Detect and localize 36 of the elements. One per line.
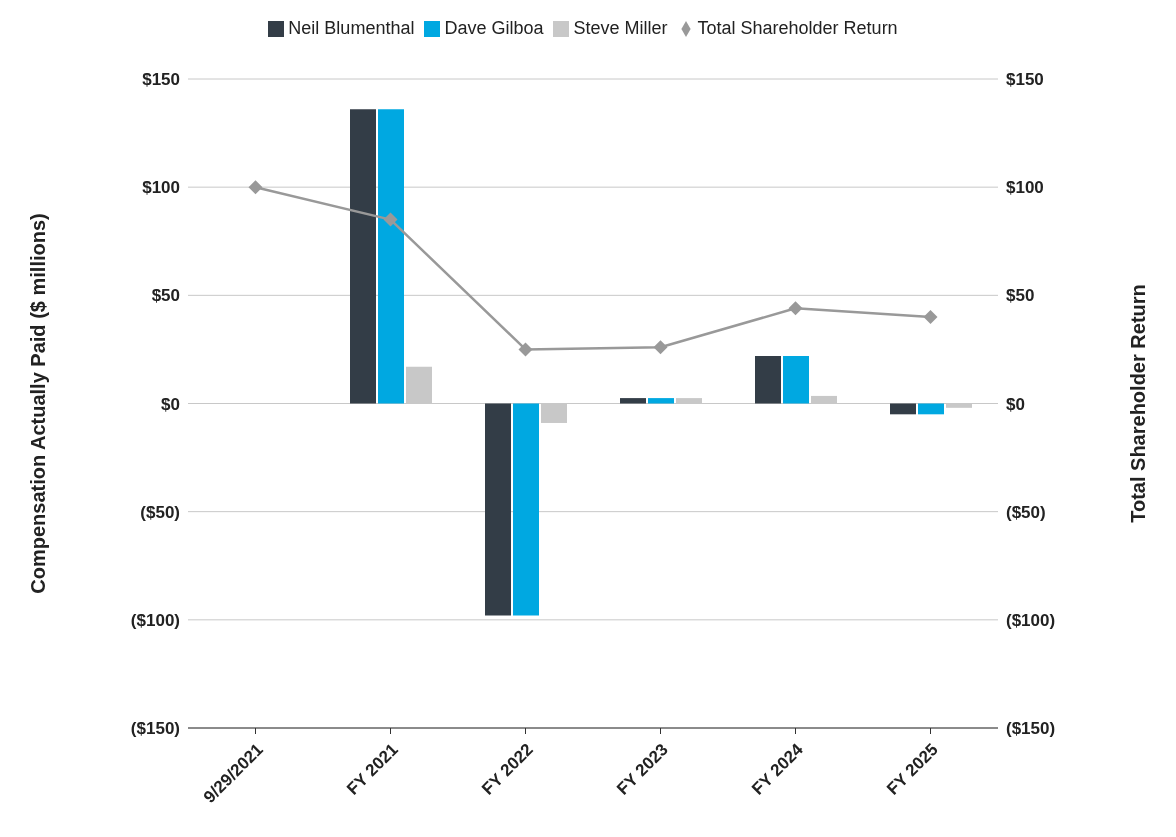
y2-tick-label: $50 — [1006, 286, 1035, 306]
bar — [620, 398, 646, 404]
legend-label: Neil Blumenthal — [288, 18, 415, 38]
y2-tick-label: ($50) — [1006, 502, 1046, 522]
point — [653, 340, 668, 355]
y-tick-label: ($150) — [130, 719, 180, 739]
y-tick-label: $150 — [142, 70, 180, 90]
y2-tick-label: $150 — [1006, 70, 1044, 90]
bar — [755, 355, 781, 404]
y-tick-label: $100 — [142, 178, 180, 198]
legend-label: Total Shareholder Return — [697, 18, 898, 38]
point — [923, 309, 938, 324]
y-axis-title: Compensation Actually Paid ($ millions) — [27, 213, 50, 594]
y2-tick-label: $100 — [1006, 178, 1044, 198]
bar — [350, 109, 376, 404]
y-tick-label: $0 — [161, 394, 180, 414]
y-tick-label: ($100) — [130, 610, 180, 630]
bar — [890, 403, 916, 415]
bar — [783, 355, 809, 404]
point — [518, 342, 533, 357]
bar — [918, 403, 944, 415]
bar — [648, 398, 674, 404]
y2-axis-title: Total Shareholder Return — [1127, 284, 1150, 523]
y2-tick-label: ($150) — [1006, 719, 1056, 739]
y2-tick-label: $0 — [1006, 394, 1025, 414]
y2-tick-label: ($100) — [1006, 610, 1056, 630]
bar — [485, 403, 511, 616]
y-tick-label: ($50) — [140, 502, 180, 522]
legend-label: Dave Gilboa — [444, 18, 544, 38]
legend-label: Steve Miller — [573, 18, 668, 38]
point — [788, 301, 803, 316]
point — [248, 180, 263, 195]
y-tick-label: $50 — [151, 286, 180, 306]
point — [383, 212, 398, 227]
bar — [513, 403, 539, 616]
bar — [378, 109, 404, 404]
